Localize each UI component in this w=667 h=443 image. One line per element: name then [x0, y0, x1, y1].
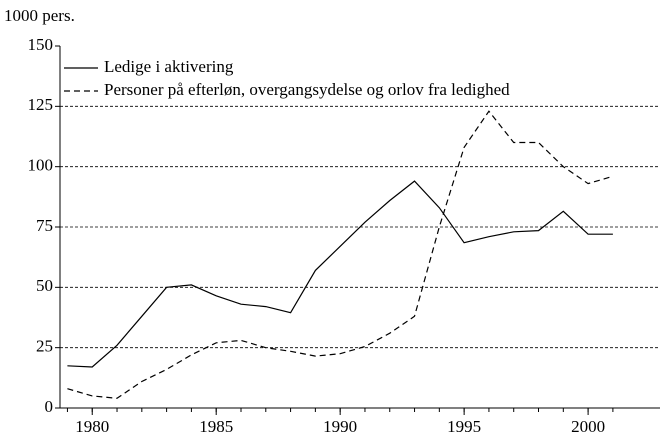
- legend-label: Ledige i aktivering: [104, 57, 234, 76]
- x-tick-label: 1980: [75, 417, 109, 436]
- y-tick-label: 0: [45, 397, 54, 416]
- line-series: [67, 180, 613, 368]
- y-tick-label: 100: [28, 156, 54, 175]
- y-tick-label: 125: [28, 95, 54, 114]
- line-series: [67, 110, 614, 399]
- y-tick-label: 150: [28, 35, 54, 54]
- x-tick-label: 1990: [323, 417, 357, 436]
- y-tick-label: 75: [36, 216, 53, 235]
- y-axis-label: 1000 pers.: [4, 6, 75, 25]
- y-tick-label: 50: [36, 276, 53, 295]
- x-tick-label: 2000: [571, 417, 605, 436]
- x-tick-label: 1995: [447, 417, 481, 436]
- legend-label: Personer på efterløn, overgangsydelse og…: [104, 80, 510, 99]
- x-tick-label: 1985: [199, 417, 233, 436]
- y-tick-label: 25: [36, 337, 53, 356]
